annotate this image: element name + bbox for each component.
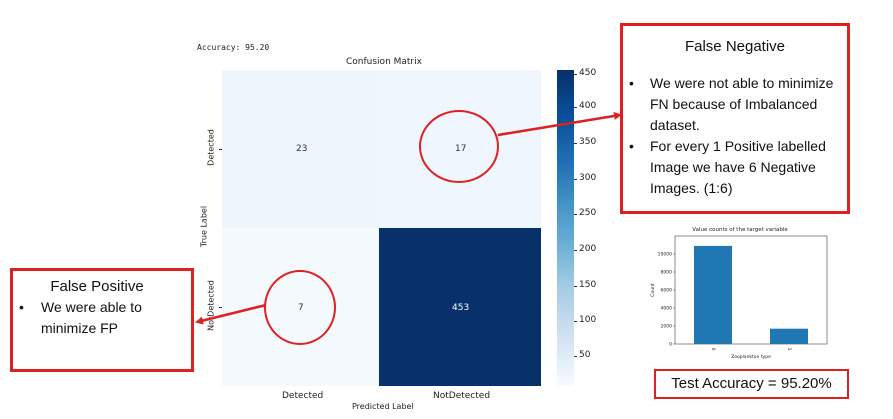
cell-value: 453 — [452, 303, 470, 313]
cbar-tick — [574, 250, 577, 251]
y-tick-mark — [219, 149, 222, 150]
cbar-label: 300 — [579, 173, 597, 183]
bullet-item: We were not able to minimize FN because … — [623, 73, 847, 136]
false-negative-title: False Negative — [684, 38, 786, 55]
ytick-label: 4000 — [661, 306, 673, 312]
xtick-label: 1 — [786, 348, 792, 351]
cell-tn: 453 — [379, 228, 541, 386]
x-axis-label: Predicted Label — [352, 402, 414, 411]
cell-value: 23 — [296, 144, 308, 154]
false-negative-callout: False Negative We were not able to minim… — [620, 23, 850, 214]
cbar-label: 450 — [579, 68, 597, 78]
cbar-label: 100 — [579, 315, 597, 325]
cbar-label: 50 — [579, 350, 591, 360]
bar — [770, 328, 808, 344]
y-tick-mark — [219, 307, 222, 308]
test-accuracy-text: Test Accuracy = 95.20% — [671, 375, 832, 392]
bar-chart-title: Value counts of the target variable — [692, 227, 788, 233]
bar-chart-bars — [694, 245, 808, 344]
x-tick-detected: Detected — [282, 391, 324, 401]
fp-arrow — [195, 303, 267, 325]
fn-highlight-circle — [419, 110, 499, 183]
ytick-label: 8000 — [661, 270, 673, 276]
bar-chart-svg: Value counts of the target variable 0 200… — [650, 227, 828, 360]
cbar-label: 350 — [579, 137, 597, 147]
test-accuracy-box: Test Accuracy = 95.20% — [654, 369, 849, 399]
bullet-item: We were able to minimize FP — [13, 297, 191, 339]
fp-highlight-circle — [264, 270, 336, 345]
cbar-tick — [574, 179, 577, 180]
value-counts-chart: Value counts of the target variable 0 200… — [648, 222, 832, 360]
ytick-label: 6000 — [661, 288, 673, 294]
colorbar — [557, 70, 574, 386]
x-tick-notdetected: NotDetected — [433, 391, 491, 401]
cbar-tick — [574, 286, 577, 287]
bar-chart-ylabel: Count — [650, 283, 656, 297]
fn-arrow — [497, 112, 622, 137]
bar-chart-yticks: 0 2000 4000 6000 8000 10000 — [658, 252, 675, 348]
false-positive-title: False Positive — [50, 278, 144, 295]
cbar-label: 400 — [579, 101, 597, 111]
ytick-label: 0 — [669, 342, 672, 348]
ytick-label: 10000 — [658, 252, 672, 258]
cbar-label: 200 — [579, 244, 597, 254]
cbar-label: 250 — [579, 208, 597, 218]
bar — [694, 245, 732, 344]
cbar-tick — [574, 143, 577, 144]
cbar-tick — [574, 214, 577, 215]
cell-tp: 23 — [222, 70, 379, 228]
false-positive-callout: False Positive We were able to minimize … — [10, 268, 194, 372]
confusion-matrix-title: Confusion Matrix — [346, 57, 422, 67]
bullet-item: For every 1 Positive labelled Image we h… — [623, 136, 847, 199]
cbar-tick — [574, 356, 577, 357]
false-negative-bullets: We were not able to minimize FN because … — [623, 73, 847, 199]
bar-chart-xlabel: Zooplankton type — [731, 354, 771, 360]
cbar-tick — [574, 74, 577, 75]
xtick-label: 0 — [710, 348, 716, 351]
cbar-tick — [574, 107, 577, 108]
cbar-tick — [574, 321, 577, 322]
cbar-label: 150 — [579, 280, 597, 290]
false-positive-bullets: We were able to minimize FP — [13, 297, 191, 339]
ytick-label: 2000 — [661, 324, 673, 330]
accuracy-text: Accuracy: 95.20 — [197, 43, 270, 52]
